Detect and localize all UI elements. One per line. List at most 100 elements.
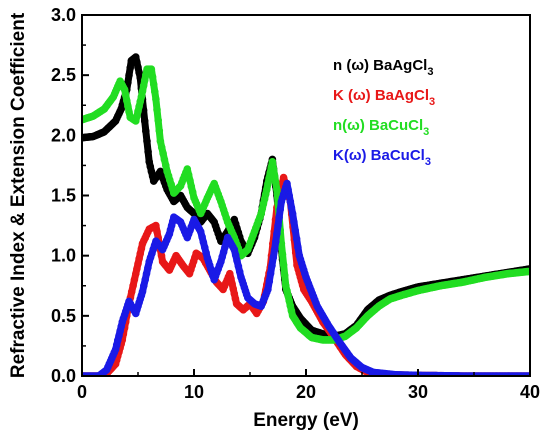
x-tick-label: 20	[296, 382, 316, 402]
data-point	[147, 167, 156, 176]
data-point	[167, 180, 176, 189]
data-point	[140, 117, 149, 125]
y-tick-label: 3.0	[51, 5, 76, 25]
data-point	[117, 105, 126, 113]
legend-label: K (ω) BaAgCl	[333, 87, 429, 104]
data-point	[133, 264, 141, 273]
data-point	[139, 82, 148, 90]
data-point	[229, 284, 238, 293]
data-point	[142, 127, 150, 135]
data-point	[111, 345, 120, 354]
data-point	[112, 341, 121, 349]
data-point	[273, 229, 281, 238]
data-point	[221, 243, 229, 252]
data-point	[118, 318, 127, 326]
data-point	[299, 266, 308, 274]
data-point	[133, 112, 141, 120]
data-point	[279, 260, 288, 269]
data-point	[278, 250, 287, 259]
data-point	[304, 279, 313, 288]
data-point	[125, 107, 133, 116]
data-point	[231, 294, 240, 303]
data-point	[138, 87, 147, 96]
data-point	[294, 243, 302, 252]
data-point	[136, 97, 145, 106]
data-point	[183, 233, 192, 242]
y-axis-title: Refractive Index & Extension Coefficient	[8, 12, 29, 378]
data-point	[214, 190, 223, 199]
data-point	[278, 194, 287, 202]
data-point	[204, 257, 213, 266]
data-point	[132, 269, 140, 278]
data-point	[227, 274, 235, 283]
data-point	[165, 230, 174, 238]
legend-entry: n(ω) BaCuCl3	[333, 117, 429, 138]
data-point	[130, 54, 139, 62]
data-point	[149, 80, 158, 89]
y-tick-label: 0.0	[51, 366, 76, 386]
data-point	[126, 64, 135, 72]
data-point	[238, 276, 247, 285]
data-point	[266, 269, 275, 278]
data-point	[213, 186, 221, 195]
data-point	[151, 87, 159, 96]
data-point	[137, 244, 146, 253]
data-point	[276, 205, 285, 214]
data-point	[217, 257, 225, 266]
data-point	[134, 107, 142, 116]
data-point	[124, 102, 132, 111]
data-point	[279, 190, 288, 199]
legend-subscript: 3	[425, 156, 431, 168]
data-point	[291, 226, 300, 235]
data-point	[117, 322, 126, 331]
data-point	[185, 269, 194, 278]
x-tick-label: 10	[184, 382, 204, 402]
data-point	[119, 314, 128, 323]
data-point	[281, 183, 290, 191]
data-point	[219, 248, 228, 256]
data-point	[264, 285, 272, 294]
data-point	[239, 280, 248, 288]
data-point	[155, 127, 164, 135]
data-point	[254, 217, 263, 225]
data-point	[250, 227, 259, 236]
data-point	[196, 227, 205, 236]
data-point	[215, 261, 224, 270]
data-point	[258, 204, 267, 213]
data-point	[222, 214, 231, 222]
data-point	[145, 257, 154, 266]
data-point	[270, 245, 279, 254]
legend-entry: n (ω) BaAgCl3	[333, 57, 433, 78]
data-point	[187, 265, 195, 274]
data-point	[137, 93, 146, 101]
data-point	[269, 164, 278, 173]
data-point	[325, 323, 334, 332]
data-point	[284, 291, 292, 300]
data-point	[248, 235, 256, 243]
data-point	[213, 268, 221, 277]
data-point	[288, 209, 297, 218]
data-point	[269, 253, 278, 262]
data-point	[132, 309, 140, 318]
data-point	[253, 220, 262, 229]
legend-subscript: 3	[423, 126, 429, 138]
data-point	[164, 172, 173, 180]
data-point	[211, 222, 220, 230]
data-point	[188, 261, 197, 270]
y-tick-label: 2.5	[51, 65, 76, 85]
legend-label: K(ω) BaCuCl	[333, 147, 425, 164]
data-point	[274, 221, 282, 230]
data-point	[228, 279, 236, 288]
data-point	[133, 305, 141, 314]
data-point	[163, 167, 171, 176]
data-point	[135, 298, 143, 307]
data-point	[135, 68, 143, 77]
data-point	[230, 289, 239, 298]
data-point	[301, 269, 309, 278]
data-point	[218, 253, 227, 261]
x-tick-label: 30	[408, 382, 428, 402]
data-point	[268, 158, 277, 166]
data-point	[199, 238, 208, 247]
data-point	[244, 245, 252, 254]
data-point	[123, 96, 131, 105]
